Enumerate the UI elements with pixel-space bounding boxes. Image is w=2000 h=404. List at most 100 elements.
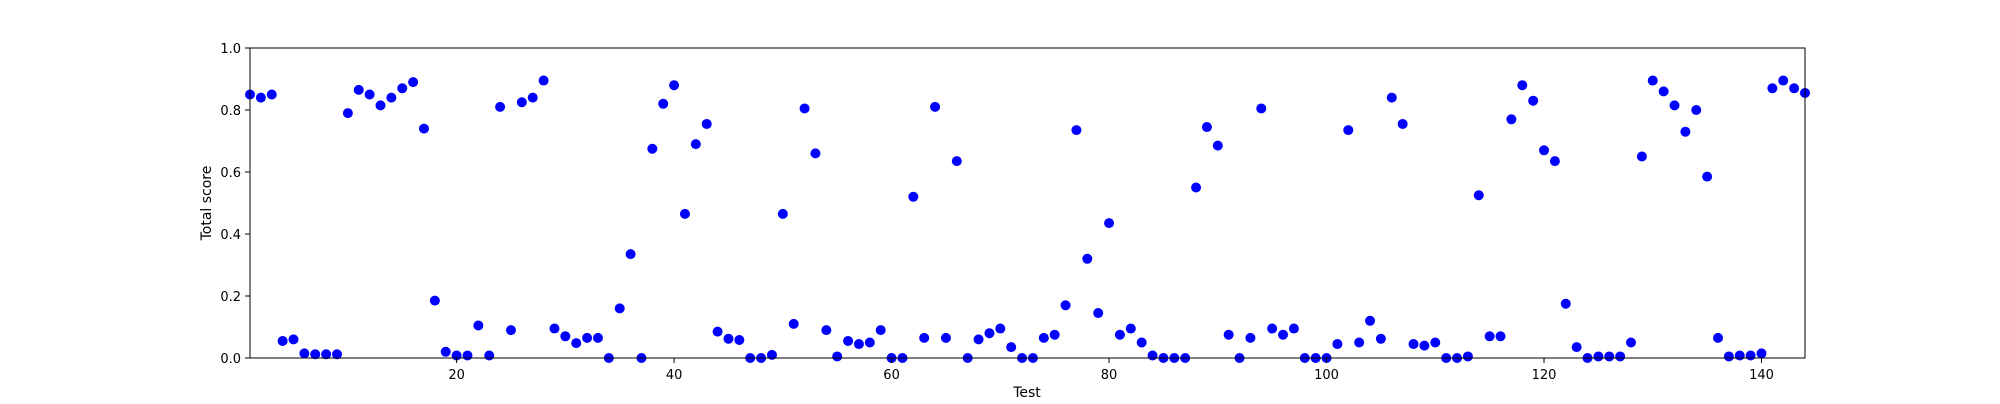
data-point [799,103,810,114]
data-point [1789,83,1800,94]
data-point [1223,329,1234,340]
x-tick-label: 140 [1749,368,1774,383]
x-tick-label: 120 [1532,368,1557,383]
data-point [908,191,919,202]
data-point [527,92,538,103]
data-point [1430,337,1441,348]
data-points [245,75,1810,363]
data-point [505,325,516,336]
data-point [1038,332,1049,343]
data-point [1256,103,1267,114]
data-point [1647,75,1658,86]
y-tick-label: 0.8 [220,104,241,119]
data-point [734,335,745,346]
data-point [560,331,571,342]
data-point [1626,337,1637,348]
data-point [1745,350,1756,361]
data-point [375,100,386,111]
data-point [690,139,701,150]
data-point [331,349,342,360]
data-point [1778,75,1789,86]
data-point [1049,329,1060,340]
data-point [864,337,875,348]
data-point [1147,350,1158,361]
data-point [592,332,603,343]
data-point [1071,125,1082,136]
data-point [1636,151,1647,162]
data-point [1517,80,1528,91]
data-point [614,303,625,314]
data-point [1669,100,1680,111]
data-point [1267,323,1278,334]
data-point [1332,339,1343,350]
data-point [853,339,864,350]
y-tick-label: 0.4 [220,228,241,243]
data-point [995,323,1006,334]
y-tick-label: 1.0 [220,42,241,57]
data-point [1125,323,1136,334]
data-point [723,333,734,344]
data-point [1245,332,1256,343]
data-point [516,97,527,108]
data-point [429,295,440,306]
data-point [386,92,397,103]
y-tick-label: 0.6 [220,166,241,181]
data-point [973,334,984,345]
data-point [1560,298,1571,309]
data-point [625,249,636,260]
x-tick-label: 20 [448,368,465,383]
data-point [1191,182,1202,193]
data-point [1006,342,1017,353]
data-point [930,101,941,112]
data-point [940,332,951,343]
data-point [397,83,408,94]
data-point [484,350,495,361]
data-point [1702,171,1713,182]
data-point [1734,350,1745,361]
y-tick-label: 0.2 [220,290,241,305]
data-point [353,84,364,95]
data-point [1528,95,1539,106]
data-point [418,123,429,134]
data-point [1473,190,1484,201]
data-point [712,326,723,337]
data-point [1539,145,1550,156]
data-point [1136,337,1147,348]
data-point [1713,332,1724,343]
data-point [1658,86,1669,97]
data-point [310,349,321,360]
data-point [549,323,560,334]
data-point [1615,351,1626,362]
data-point [1495,331,1506,342]
y-tick-label: 0.0 [220,352,241,367]
y-axis-label: Total score [199,166,215,242]
data-point [1419,340,1430,351]
data-point [1386,92,1397,103]
data-point [1549,156,1560,167]
data-point [658,98,669,109]
data-point [1484,331,1495,342]
data-point [1571,342,1582,353]
data-point [1680,126,1691,137]
data-point [1375,333,1386,344]
data-point [821,325,832,336]
data-point [1756,348,1767,359]
x-tick-label: 80 [1101,368,1118,383]
data-point [1201,122,1212,133]
data-point [277,335,288,346]
data-point [1354,337,1365,348]
data-point [266,89,277,100]
data-point [1278,329,1289,340]
data-point [538,75,549,86]
data-point [288,334,299,345]
data-point [1212,140,1223,151]
data-point [408,77,419,88]
data-point [1723,351,1734,362]
data-point [321,349,332,360]
data-point [342,108,353,119]
data-point [1604,351,1615,362]
data-point [788,318,799,329]
x-tick-label: 100 [1314,368,1339,383]
data-point [669,80,680,91]
